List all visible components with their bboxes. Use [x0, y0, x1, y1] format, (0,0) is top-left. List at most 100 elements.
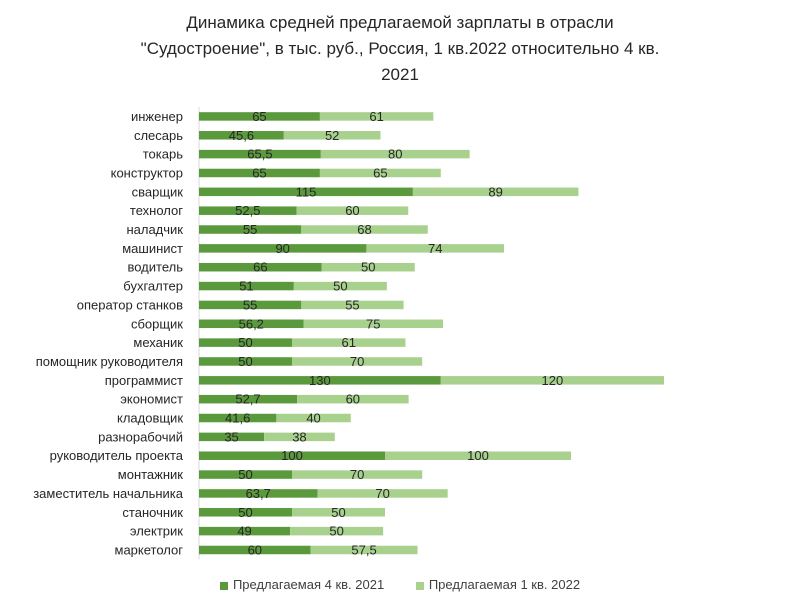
legend-label-4q2021: Предлагаемая 4 кв. 2021 [232, 577, 385, 592]
bar-1q2022 [301, 300, 404, 310]
legend-item-1q2022: Предлагаемая 1 кв. 2022 [415, 577, 580, 592]
data-label-4q2021: 56,2 [239, 316, 264, 331]
data-label-4q2021: 115 [296, 184, 317, 199]
data-label-4q2021: 52,7 [235, 392, 260, 407]
data-label-4q2021: 55 [243, 297, 257, 312]
chart-title: Динамика средней предлагаемой зарплаты в… [100, 10, 700, 88]
bar-1q2022 [276, 413, 351, 423]
chart-title-line-3: 2021 [381, 65, 419, 84]
bar-4q2021 [199, 394, 298, 404]
bar-4q2021 [199, 470, 292, 479]
category-label: бухгалтер [123, 279, 183, 294]
data-label-4q2021: 66 [253, 260, 267, 275]
data-label-1q2022: 60 [346, 392, 360, 407]
data-label-4q2021: 65 [252, 109, 266, 124]
bar-4q2021 [199, 432, 265, 442]
data-label-1q2022: 70 [375, 486, 389, 501]
bar-1q2022 [264, 432, 335, 442]
category-label: машинист [122, 241, 183, 256]
bar-1q2022 [297, 394, 409, 404]
category-label: помощник руководителя [36, 354, 183, 369]
bar-4q2021 [199, 545, 311, 555]
data-label-4q2021: 90 [275, 241, 289, 256]
data-label-1q2022: 75 [366, 316, 380, 331]
data-label-4q2021: 100 [281, 448, 303, 463]
data-label-4q2021: 35 [224, 429, 238, 444]
data-label-4q2021: 65 [252, 165, 266, 180]
bar-4q2021 [199, 413, 277, 423]
chart-title-line-1: Динамика средней предлагаемой зарплаты в… [186, 13, 614, 32]
chart-legend: Предлагаемая 4 кв. 2021 Предлагаемая 1 к… [0, 577, 800, 592]
bar-4q2021 [199, 244, 367, 253]
bar-1q2022 [440, 376, 664, 385]
bar-1q2022 [320, 149, 470, 159]
category-label: разнорабочий [98, 429, 183, 444]
bar-4q2021 [199, 225, 302, 234]
bar-4q2021 [199, 376, 441, 385]
bar-1q2022 [296, 206, 409, 215]
data-label-1q2022: 50 [361, 260, 375, 275]
category-label: механик [133, 335, 183, 350]
data-label-4q2021: 50 [238, 335, 252, 350]
data-label-1q2022: 68 [357, 222, 371, 237]
bar-4q2021 [199, 526, 291, 536]
stacked-bar-chart: инженер 65 61 слесарь 45,6 52 токарь 65,5 80 конс… [33, 107, 664, 560]
data-label-1q2022: 70 [350, 467, 364, 482]
bar-1q2022 [292, 508, 385, 517]
data-label-1q2022: 57,5 [351, 542, 376, 557]
bar-1q2022 [303, 319, 444, 329]
data-label-1q2022: 61 [369, 109, 383, 124]
data-label-1q2022: 40 [306, 411, 320, 426]
bar-1q2022 [319, 112, 434, 121]
data-label-1q2022: 74 [428, 241, 442, 256]
bar-1q2022 [290, 526, 384, 536]
data-label-1q2022: 120 [542, 373, 564, 388]
legend-swatch-4q2021 [219, 581, 228, 590]
data-label-1q2022: 100 [467, 448, 489, 463]
data-label-4q2021: 60 [248, 542, 262, 557]
data-label-1q2022: 65 [373, 165, 387, 180]
data-label-4q2021: 130 [309, 373, 331, 388]
data-label-4q2021: 49 [237, 524, 251, 539]
data-label-4q2021: 51 [239, 279, 253, 294]
bar-1q2022 [366, 244, 505, 253]
data-label-4q2021: 55 [243, 222, 257, 237]
bar-4q2021 [199, 300, 302, 310]
bar-4q2021 [199, 112, 320, 121]
category-label: оператор станков [77, 297, 183, 312]
category-label: сварщик [132, 184, 184, 199]
bar-1q2022 [321, 262, 415, 272]
bar-1q2022 [317, 489, 448, 498]
bar-1q2022 [293, 281, 387, 291]
data-label-1q2022: 61 [341, 335, 355, 350]
data-label-1q2022: 89 [488, 184, 502, 199]
data-label-1q2022: 50 [329, 524, 343, 539]
bar-4q2021 [199, 508, 292, 517]
bar-4q2021 [199, 131, 284, 140]
category-label: технолог [130, 203, 183, 218]
data-label-4q2021: 52,5 [235, 203, 260, 218]
category-label: слесарь [134, 128, 183, 143]
data-label-1q2022: 50 [331, 505, 345, 520]
category-label: монтажник [118, 467, 184, 482]
data-label-4q2021: 65,5 [247, 147, 272, 162]
bar-4q2021 [199, 357, 292, 366]
category-label: водитель [127, 260, 183, 275]
data-label-4q2021: 50 [238, 505, 252, 520]
bar-1q2022 [385, 451, 571, 460]
bar-4q2021 [199, 338, 292, 347]
category-label: наладчик [126, 222, 183, 237]
bar-4q2021 [199, 206, 297, 215]
category-label: программист [105, 373, 183, 388]
bar-4q2021 [199, 149, 321, 159]
category-label: станочник [122, 505, 183, 520]
bar-4q2021 [199, 168, 320, 178]
data-label-1q2022: 38 [292, 429, 306, 444]
bar-1q2022 [292, 357, 423, 366]
bar-1q2022 [301, 225, 428, 234]
data-label-4q2021: 50 [238, 354, 252, 369]
category-label: экономист [120, 392, 183, 407]
data-label-4q2021: 50 [238, 467, 252, 482]
bar-4q2021 [199, 319, 304, 329]
data-label-4q2021: 41,6 [225, 411, 250, 426]
